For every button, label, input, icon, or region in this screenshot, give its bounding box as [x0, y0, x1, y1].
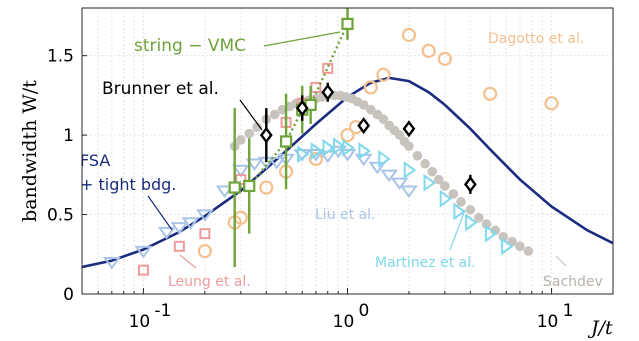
sachdev-point [524, 246, 534, 256]
y-tick-label: 0 [63, 285, 74, 305]
martinez-point [405, 163, 415, 177]
string-vmc-point [343, 19, 353, 29]
martinez-label: Martinez et al. [375, 255, 476, 271]
sachdev-point [440, 181, 450, 191]
dagotto-point [423, 45, 435, 57]
y-axis-title: bandwidth W/t [19, 80, 41, 222]
leung-pointer [180, 255, 196, 268]
x-tick-exponent: 0 [359, 301, 370, 321]
fsa-label-line2: + tight bdg. [80, 175, 176, 194]
sachdev-point [466, 205, 476, 215]
sachdev-point [244, 129, 254, 139]
dagotto-point [199, 245, 211, 257]
sachdev-point [404, 141, 414, 151]
x-tick-exponent: 1 [563, 301, 574, 321]
y-tick-label: 1.5 [47, 47, 74, 67]
fsa-label-line1: FSA [80, 151, 110, 170]
sachdev-point [515, 242, 525, 252]
leung-label: Leung et al. [168, 274, 251, 290]
x-tick-label: 10 [333, 312, 355, 332]
string-vmc-point [230, 183, 240, 193]
sachdev-label: Sachdev [543, 274, 603, 290]
brunner-label: Brunner et al. [102, 79, 219, 99]
sachdev-point [456, 197, 466, 207]
martinez-point [324, 141, 334, 155]
string-vmc-pointer [264, 32, 340, 46]
martinez-point [425, 176, 435, 190]
fsa-pointer [148, 196, 172, 230]
string-vmc-point [244, 181, 254, 191]
dagotto-point [260, 182, 272, 194]
brunner-point [465, 178, 475, 191]
y-tick-label: 1 [63, 126, 74, 146]
dagotto-point [546, 97, 558, 109]
sachdev-point [427, 167, 437, 177]
liu-label: Liu et al. [315, 207, 375, 223]
liu-point [402, 187, 416, 197]
x-tick-label: 10 [129, 312, 151, 332]
brunner-point [404, 122, 414, 135]
martinez-point [359, 144, 369, 158]
y-tick-label: 0.5 [47, 206, 74, 226]
string-vmc-point [281, 136, 291, 146]
sachdev-pointer [556, 256, 566, 266]
brunner-point [261, 129, 271, 142]
string-vmc-label: string − VMC [134, 36, 246, 56]
sachdev-point [413, 151, 423, 161]
brunner-pointer [240, 100, 262, 130]
sachdev-point [420, 159, 430, 169]
sachdev-point [236, 135, 246, 145]
x-axis-title: J/t [587, 317, 613, 339]
dagotto-point [403, 29, 415, 41]
dagotto-point [439, 53, 451, 65]
leung-point [175, 242, 184, 251]
dagotto-label: Dagotto et al. [488, 31, 584, 47]
x-tick-label: 10 [537, 312, 559, 332]
x-tick-exponent: -1 [154, 301, 171, 321]
